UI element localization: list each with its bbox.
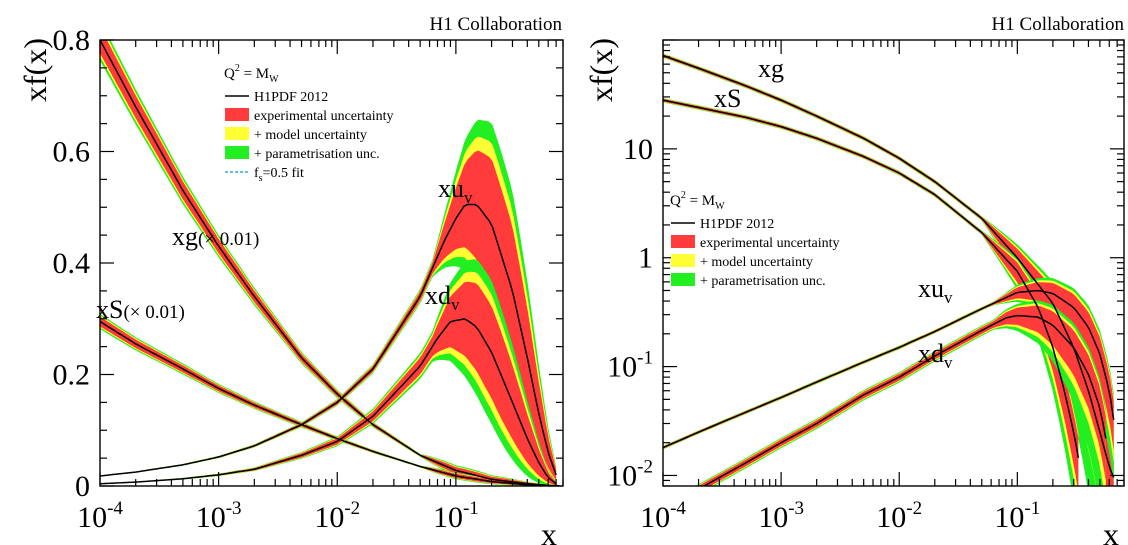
y-tick-label: 10-2 bbox=[607, 456, 653, 492]
curve-xg bbox=[663, 54, 1115, 478]
right-central-curves bbox=[663, 54, 1115, 486]
legend-swatch bbox=[225, 108, 249, 121]
legend-label: fs=0.5 fit bbox=[254, 166, 304, 184]
x-tick-label: 10-4 bbox=[77, 498, 123, 534]
right-y-axis-label: xf(x) bbox=[583, 38, 619, 102]
band-exp-xdv bbox=[698, 305, 1106, 486]
y-tick-label: 0.6 bbox=[53, 136, 91, 169]
curve-label-xdv: xdv bbox=[425, 281, 460, 314]
legend-label: experimental uncertainty bbox=[254, 109, 394, 124]
legend-label: + model uncertainty bbox=[254, 128, 367, 143]
curve-label-xuv: xuv bbox=[918, 274, 953, 307]
right-panel: H1 Collaboration xf(x) x 10-4 10-3 10-2 10-… bbox=[583, 14, 1125, 545]
legend-label: + parametrisation unc. bbox=[700, 274, 826, 289]
legend-swatch bbox=[671, 273, 695, 286]
band-exp-xuv bbox=[100, 150, 557, 481]
y-tick-label: 0 bbox=[75, 470, 90, 503]
curve-xs bbox=[663, 99, 1080, 458]
legend-q2: Q2 = MW bbox=[224, 63, 279, 85]
right-x-axis-label: x bbox=[1103, 516, 1119, 545]
left-y-axis-label: xf(x) bbox=[17, 38, 53, 102]
right-x-tick-labels: 10-4 10-3 10-2 10-1 bbox=[640, 498, 1040, 534]
legend-q2: Q2 = MW bbox=[670, 190, 725, 212]
x-tick-label: 10-2 bbox=[876, 498, 922, 534]
left-y-tick-labels: 0 0.2 0.4 0.6 0.8 bbox=[53, 24, 91, 503]
left-central-curves bbox=[100, 40, 560, 486]
curve-label-xs: xS(× 0.01) bbox=[96, 295, 185, 324]
y-tick-label: 1 bbox=[638, 242, 653, 275]
left-uncertainty-bands bbox=[100, 40, 560, 486]
curve-xs bbox=[100, 320, 560, 486]
right-axis-ticks bbox=[662, 39, 1125, 487]
left-curve-labels: xg(× 0.01) xS(× 0.01) xuv xdv bbox=[96, 174, 473, 324]
band-exp-xuv bbox=[663, 282, 1114, 451]
right-header: H1 Collaboration bbox=[992, 14, 1125, 35]
legend-label: + model uncertainty bbox=[700, 255, 813, 270]
y-tick-label: 10 bbox=[623, 133, 653, 166]
curve-xdv bbox=[100, 318, 557, 485]
legend-swatch bbox=[225, 127, 249, 140]
legend-swatch bbox=[671, 235, 695, 248]
legend-swatch bbox=[671, 254, 695, 267]
left-legend: Q2 = MW H1PDF 2012 experimental uncertaint… bbox=[224, 63, 394, 184]
curve-label-xs: xS bbox=[714, 84, 741, 113]
legend-label: experimental uncertainty bbox=[700, 236, 840, 251]
y-tick-label: 0.8 bbox=[53, 24, 91, 57]
x-tick-label: 10-1 bbox=[994, 498, 1040, 534]
left-x-axis-label: x bbox=[541, 516, 557, 545]
curve-label-xg: xg(× 0.01) bbox=[172, 222, 259, 251]
x-tick-label: 10-1 bbox=[433, 498, 479, 534]
curve-xdv bbox=[702, 314, 1107, 486]
right-y-tick-labels: 10-2 10-1 1 10 bbox=[607, 133, 653, 493]
left-axis-ticks bbox=[99, 39, 564, 487]
legend-label: + parametrisation unc. bbox=[254, 147, 380, 162]
x-tick-label: 10-2 bbox=[314, 498, 360, 534]
band-param-xuv bbox=[100, 119, 557, 484]
left-panel: H1 Collaboration xf(x) x 10-4 10-3 10-2 10-… bbox=[17, 14, 564, 545]
curve-xuv bbox=[100, 203, 557, 477]
curve-label-xg: xg bbox=[758, 54, 784, 83]
right-legend: Q2 = MW H1PDF 2012 experimental uncertaint… bbox=[670, 190, 840, 289]
y-tick-label: 0.2 bbox=[53, 359, 91, 392]
x-tick-label: 10-3 bbox=[758, 498, 804, 534]
curve-xg bbox=[100, 40, 560, 486]
left-x-tick-labels: 10-4 10-3 10-2 10-1 bbox=[77, 498, 479, 534]
legend-label: H1PDF 2012 bbox=[700, 217, 774, 232]
legend-swatch bbox=[225, 146, 249, 159]
curve-xuv bbox=[663, 289, 1115, 449]
x-tick-label: 10-3 bbox=[196, 498, 242, 534]
left-header: H1 Collaboration bbox=[430, 14, 563, 35]
curve-label-xdv: xdv bbox=[918, 339, 953, 372]
legend-label: H1PDF 2012 bbox=[254, 90, 328, 105]
y-tick-label: 0.4 bbox=[53, 247, 91, 280]
y-tick-label: 10-1 bbox=[607, 348, 653, 384]
curve-label-xuv: xuv bbox=[438, 174, 473, 207]
x-tick-label: 10-4 bbox=[640, 498, 686, 534]
band-model-xdv bbox=[696, 303, 1106, 486]
